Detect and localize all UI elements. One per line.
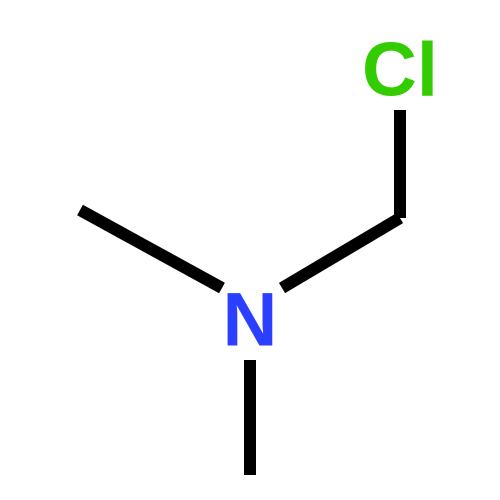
bond-0 xyxy=(80,210,222,288)
atom-label-cl: Cl xyxy=(362,28,438,113)
bond-2 xyxy=(282,218,400,288)
atom-label-n: N xyxy=(223,278,278,363)
molecule-diagram: N Cl xyxy=(0,0,500,500)
